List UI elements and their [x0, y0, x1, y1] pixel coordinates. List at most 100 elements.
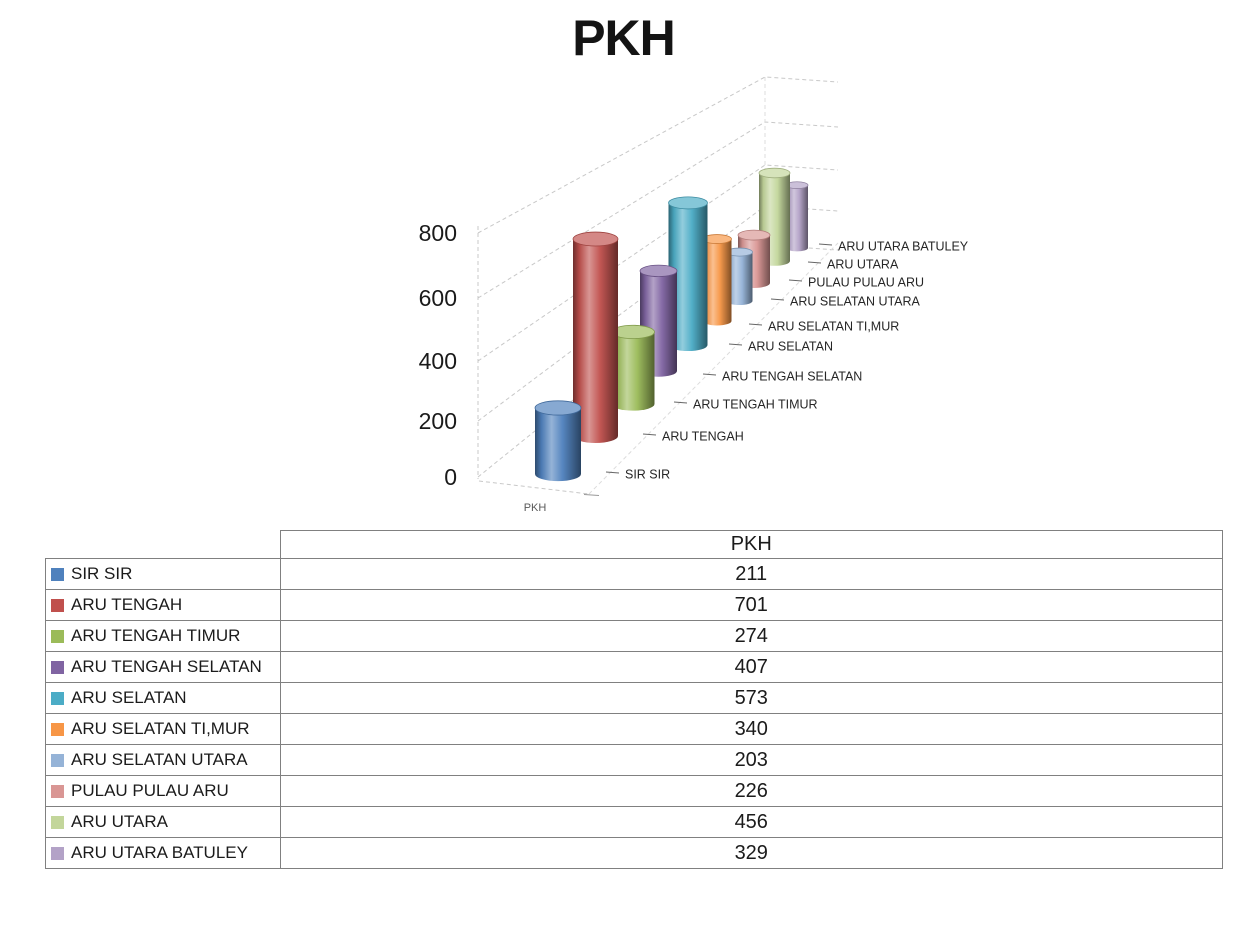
category-labels: SIR SIR ARU TENGAH ARU TENGAH TIMUR ARU TEN…	[605, 240, 969, 482]
category-label: PULAU PULAU ARU	[808, 276, 924, 290]
cylinder-bar-4	[668, 196, 708, 352]
cylinder-top	[758, 167, 791, 179]
legend-swatch	[51, 722, 64, 736]
row-label: ARU TENGAH TIMUR	[71, 626, 241, 645]
cylinder-body	[535, 407, 581, 482]
y-axis-tick-label: 0	[444, 464, 457, 490]
gridline	[477, 76, 839, 234]
category-tick	[788, 279, 803, 282]
legend-swatch	[51, 815, 64, 829]
category-label: ARU TENGAH SELATAN	[722, 370, 862, 384]
y-axis-tick-label: 600	[419, 285, 457, 311]
row-label-cell: ARU TENGAH TIMUR	[45, 620, 281, 652]
table-row: ARU SELATAN 573	[45, 682, 1223, 714]
table-row: ARU UTARA 456	[45, 806, 1223, 838]
row-label: SIR SIR	[71, 564, 133, 583]
category-tick	[770, 298, 785, 301]
cylinder-body	[702, 239, 732, 326]
table-row: ARU TENGAH 701	[45, 589, 1223, 621]
row-value: 407	[279, 651, 1223, 683]
legend-swatch	[51, 784, 64, 798]
category-tick	[818, 243, 833, 246]
table-row: ARU TENGAH TIMUR 274	[45, 620, 1223, 652]
row-value: 329	[279, 837, 1223, 869]
cylinder-bar-0	[534, 400, 582, 482]
y-axis-tick-label: 200	[419, 408, 457, 434]
cylinder-body	[573, 239, 618, 443]
table-row: ARU UTARA BATULEY 329	[45, 837, 1223, 869]
legend-swatch	[51, 753, 64, 767]
cylinder-top	[534, 400, 582, 416]
category-label: ARU TENGAH TIMUR	[693, 398, 818, 412]
row-value: 701	[279, 589, 1223, 621]
row-label-cell: ARU SELATAN UTARA	[45, 744, 281, 776]
cylinder-bar-6	[726, 247, 753, 306]
x-axis-label: PKH	[524, 502, 547, 514]
chart-data-table: PKH SIR SIR 211 ARU TENGAH 701 ARU TENGAH TI…	[45, 530, 1223, 869]
y-axis-tick-label: 800	[419, 220, 457, 246]
category-tick	[642, 433, 657, 436]
value-column-header: PKH	[279, 530, 1223, 559]
row-label-cell: SIR SIR	[45, 558, 281, 590]
cylinder-bar-1	[572, 231, 619, 443]
row-label: ARU UTARA BATULEY	[71, 843, 248, 862]
row-label: ARU SELATAN TI,MUR	[71, 719, 250, 738]
legend-swatch	[51, 567, 64, 581]
row-value: 203	[279, 744, 1223, 776]
floor-front-edge	[478, 480, 590, 495]
row-label: PULAU PULAU ARU	[71, 781, 229, 800]
row-value: 226	[279, 775, 1223, 807]
cylinder-bar-5	[702, 234, 732, 326]
cylinder-body	[786, 185, 808, 252]
cylinder-top	[572, 231, 619, 247]
table-row: ARU SELATAN UTARA 203	[45, 744, 1223, 776]
category-label: ARU SELATAN UTARA	[790, 295, 921, 309]
cylinder-top	[737, 229, 771, 241]
legend-swatch	[51, 660, 64, 674]
cylinder-body	[668, 202, 708, 352]
table-row: ARU SELATAN TI,MUR 340	[45, 713, 1223, 745]
legend-swatch	[51, 598, 64, 612]
axis-corner-tick	[583, 494, 600, 496]
category-tick	[748, 323, 763, 326]
table-corner-cell	[45, 530, 280, 559]
category-label: SIR SIR	[625, 468, 670, 482]
row-label: ARU TENGAH	[71, 595, 183, 614]
row-value: 573	[279, 682, 1223, 714]
row-value: 274	[279, 620, 1223, 652]
cylinder-body	[611, 331, 655, 411]
category-label: ARU TENGAH	[662, 430, 744, 444]
row-label: ARU TENGAH SELATAN	[71, 657, 262, 676]
category-tick	[807, 261, 822, 264]
chart-title: PKH	[572, 10, 676, 66]
category-tick	[728, 343, 743, 346]
category-label: ARU UTARA BATULEY	[838, 240, 969, 254]
table-row: ARU TENGAH SELATAN 407	[45, 651, 1223, 683]
cylinder-top	[668, 196, 708, 210]
row-label-cell: ARU SELATAN	[45, 682, 281, 714]
row-label: ARU SELATAN	[71, 688, 187, 707]
table-header-row: PKH	[45, 530, 1223, 559]
cylinder-3d-chart: SIR SIR ARU TENGAH ARU TENGAH TIMUR ARU TEN…	[419, 76, 969, 514]
row-label: ARU SELATAN UTARA	[71, 750, 248, 769]
row-label-cell: ARU TENGAH	[45, 589, 281, 621]
category-tick	[605, 471, 620, 474]
row-value: 456	[279, 806, 1223, 838]
row-label-cell: ARU TENGAH SELATAN	[45, 651, 281, 683]
category-label: ARU SELATAN	[748, 340, 833, 354]
table-row: SIR SIR 211	[45, 558, 1223, 590]
row-label: ARU UTARA	[71, 812, 168, 831]
series-axis-line	[588, 242, 839, 495]
y-axis-tick-label: 400	[419, 348, 457, 374]
row-label-cell: PULAU PULAU ARU	[45, 775, 281, 807]
y-axis-labels: 0 200 400 600 800	[419, 220, 457, 490]
cylinder-top	[639, 264, 678, 278]
category-label: ARU SELATAN TI,MUR	[768, 320, 899, 334]
category-tick	[702, 373, 717, 376]
legend-swatch	[51, 691, 64, 705]
cylinder-body	[726, 252, 753, 306]
cylinder-bar-2	[611, 324, 655, 411]
legend-swatch	[51, 846, 64, 860]
row-value: 211	[279, 558, 1223, 590]
